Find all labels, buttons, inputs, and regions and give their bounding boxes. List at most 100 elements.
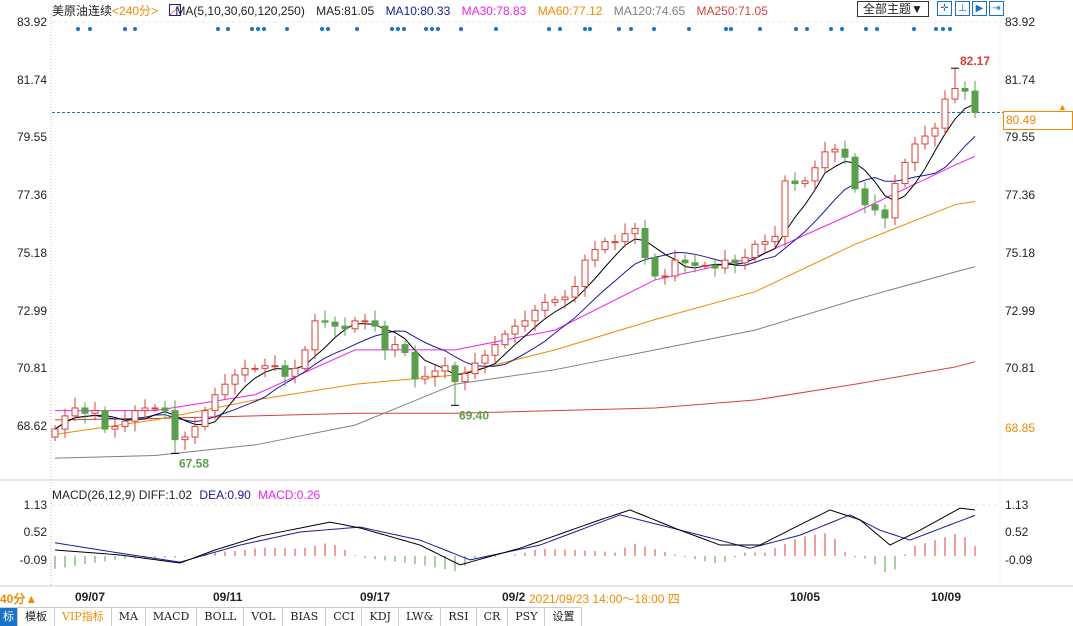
tab-14[interactable]: 设置 [545, 608, 583, 626]
candle-body [971, 90, 979, 114]
period-toggle[interactable]: 40分▲ [0, 592, 38, 606]
event-marker [355, 27, 359, 31]
tab-7[interactable]: BIAS [283, 608, 327, 626]
price-tick-left: 70.81 [16, 361, 47, 376]
event-marker [494, 27, 498, 31]
candle-body [61, 415, 69, 430]
tab-12[interactable]: CR [477, 608, 509, 626]
event-marker [88, 27, 92, 31]
low-price-label: 69.40 [459, 408, 489, 422]
zoom-in-icon[interactable]: ⊥ [955, 1, 970, 16]
candle-body [261, 365, 269, 369]
ma5-line [54, 103, 976, 430]
candle-body [141, 407, 149, 412]
tab-0[interactable]: 标 [0, 608, 18, 626]
price-tick-left: 77.36 [16, 188, 47, 203]
candle-body [861, 188, 869, 206]
price-tick-left: 79.55 [16, 130, 47, 145]
macd-tick: 1.13 [23, 498, 47, 512]
tab-5[interactable]: BOLL [197, 608, 245, 626]
candle-body [431, 370, 439, 377]
low-price-label: 67.58 [179, 456, 209, 470]
candle-body [371, 320, 379, 327]
macd-tick: 0.52 [1005, 525, 1029, 540]
symbol-name: 美原油连续 [52, 4, 113, 18]
macd-tick: 1.13 [1005, 498, 1029, 512]
high-price-label: 82.17 [960, 54, 990, 68]
price-tick-left: 81.74 [16, 72, 47, 87]
period-selector[interactable]: <240分> [112, 4, 159, 18]
ma30-line [55, 155, 976, 412]
candle-body [461, 373, 469, 383]
tab-6[interactable]: VOL [244, 608, 284, 626]
tab-3[interactable]: MA [112, 608, 146, 626]
candle-body [681, 259, 689, 264]
candle-body [101, 410, 109, 430]
crosshair-icon[interactable]: ✛ [937, 1, 952, 16]
candle-body [251, 367, 259, 370]
candle-body [81, 407, 89, 414]
candle-body [571, 286, 579, 298]
event-marker [948, 27, 952, 31]
ma10-value: MA10:80.33 [385, 4, 451, 18]
event-marker [320, 27, 324, 31]
indicator-tabs: 标模板 VIP指标 MA MACD BOLL VOL BIAS CCI KDJ LW& RSI CR P… [0, 607, 583, 626]
candle-body [891, 183, 899, 219]
candle-body [581, 259, 589, 288]
candle-body [151, 407, 159, 410]
ma250-value: MA250:71.05 [696, 4, 768, 18]
macd-tick: -0.09 [1005, 552, 1033, 567]
candle-body [661, 275, 669, 278]
candle-body [851, 156, 859, 190]
event-marker [285, 27, 289, 31]
candle-body [181, 436, 189, 441]
event-marker [687, 27, 691, 31]
date-label: 10/09 [931, 590, 962, 604]
date-label: 09/11 [213, 590, 243, 604]
candle-body [211, 394, 219, 412]
tab-1[interactable]: 模板 [18, 608, 55, 626]
candle-body [321, 320, 329, 323]
event-marker [583, 27, 587, 31]
candle-body [441, 365, 449, 372]
move-right-icon[interactable]: ⇥ [989, 1, 1004, 16]
event-marker [805, 27, 809, 31]
tab-10[interactable]: LW& [399, 608, 442, 626]
price-tick-right: 81.74 [1005, 72, 1036, 87]
candle-body [721, 259, 729, 269]
event-marker [729, 27, 733, 31]
price-tick-right: 77.36 [1005, 188, 1036, 203]
event-marker [430, 27, 434, 31]
event-marker [436, 27, 440, 31]
event-marker [216, 27, 220, 31]
candle-body [481, 354, 489, 364]
price-tick-right: 75.18 [1005, 245, 1036, 260]
candle-body [131, 410, 139, 422]
diff-value: DIFF:1.02 [138, 488, 193, 502]
scroll-up-icon[interactable]: ▲ [1058, 102, 1067, 112]
candle-body [591, 249, 599, 261]
candle-body [91, 410, 99, 414]
event-marker [250, 27, 254, 31]
tab-11[interactable]: RSI [441, 608, 477, 626]
tab-8[interactable]: CCI [326, 608, 363, 626]
zoom-out-icon[interactable]: ▶ [972, 1, 987, 16]
macd-legend: MACD(26,12,9) DIFF:1.02 DEA:0.90 MACD:0.… [52, 488, 320, 502]
tab-13[interactable]: PSY [508, 608, 546, 626]
tab-9[interactable]: KDJ [362, 608, 399, 626]
macd-value: MACD:0.26 [258, 488, 321, 502]
event-marker [840, 27, 844, 31]
candle-body [221, 383, 229, 396]
price-tick-right: 79.55 [1005, 130, 1036, 145]
theme-dropdown[interactable]: 全部主题▼ [857, 1, 929, 17]
tab-2[interactable]: VIP指标 [55, 608, 112, 626]
ma60-line [54, 201, 976, 435]
tab-4[interactable]: MACD [146, 608, 198, 626]
right-bottom-price: 68.85 [1005, 421, 1036, 435]
hover-time-tooltip: 2021/09/23 14:00～18:00 四 [526, 590, 683, 607]
ma120-line [54, 266, 976, 459]
candle-body [361, 320, 369, 323]
candle-body [271, 365, 279, 368]
event-marker [724, 27, 728, 31]
